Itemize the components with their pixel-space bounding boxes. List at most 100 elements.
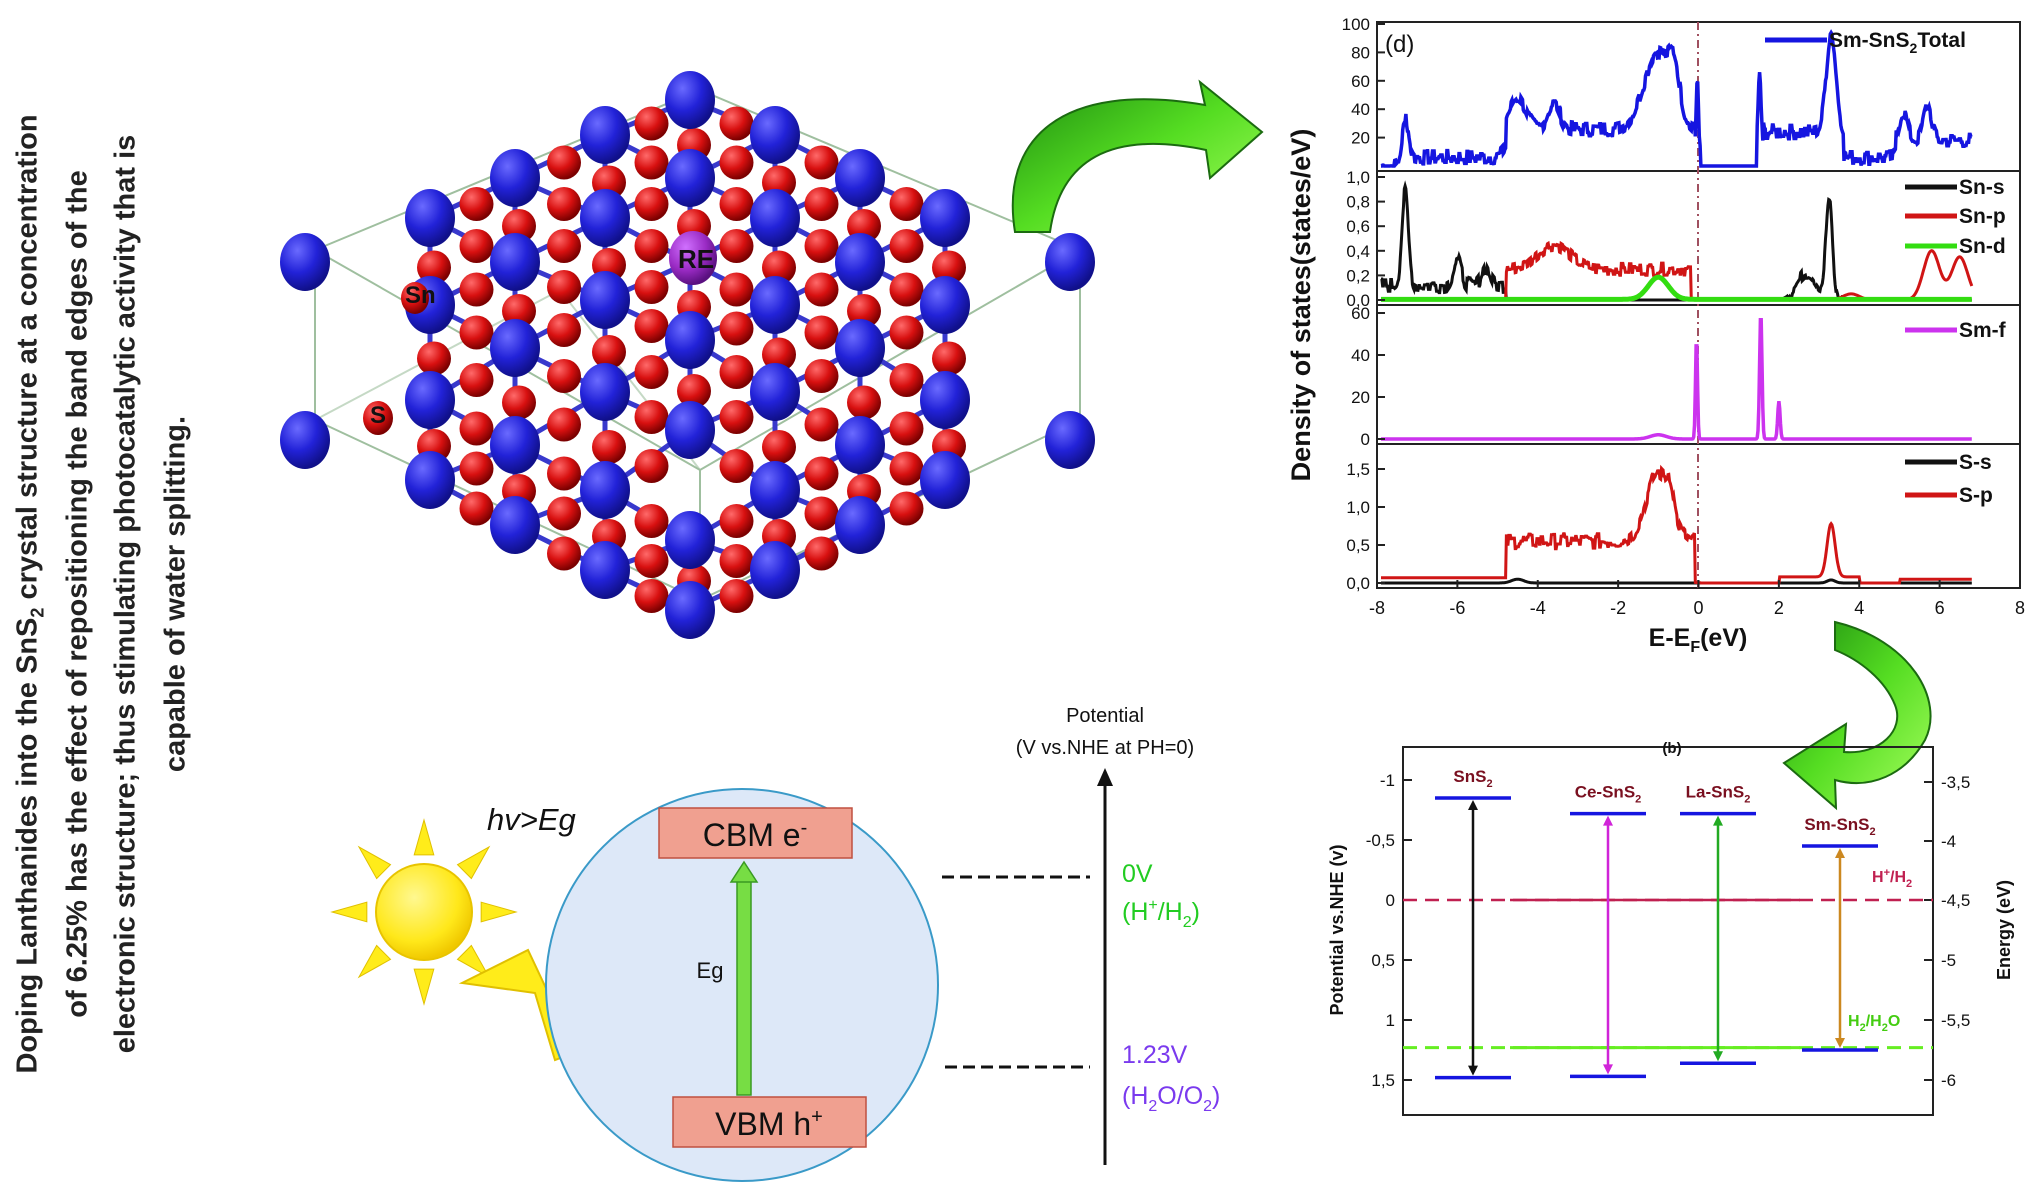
s-atom xyxy=(677,374,711,408)
x-tick-label: -6 xyxy=(1449,598,1465,618)
sun-ray xyxy=(413,968,435,1006)
band-right-tick-label: -4,5 xyxy=(1941,891,1970,910)
sun-ray xyxy=(413,818,435,856)
s-atom xyxy=(459,272,494,307)
crystal-atoms xyxy=(280,71,1095,639)
dos-plot: 100806040201,00,80,60,40,20,060402001,51… xyxy=(1286,15,2025,656)
s-atom xyxy=(889,315,924,350)
s-atom xyxy=(804,456,839,491)
potential-axis-arrowhead xyxy=(1097,768,1113,786)
band-gap-arrowhead-down xyxy=(1835,1038,1845,1048)
s-atom xyxy=(401,282,429,314)
s-atom xyxy=(634,187,669,221)
band-left-tick-label: 1,5 xyxy=(1371,1071,1395,1090)
material-label: Sm-SnS2 xyxy=(1804,815,1875,838)
sn-atom xyxy=(580,106,630,164)
material-label: Ce-SnS2 xyxy=(1575,783,1642,806)
band-y-left-label: Potential vs.NHE (v) xyxy=(1327,844,1347,1015)
s-atom xyxy=(889,363,924,397)
cbm-label: CBM e- xyxy=(703,817,807,853)
sun-ray xyxy=(357,944,392,979)
y-tick-label: 100 xyxy=(1342,15,1370,34)
s-atom xyxy=(719,229,754,263)
x-tick-label: 2 xyxy=(1774,598,1784,618)
dos-curves xyxy=(1380,29,1974,585)
x-tick-label: 0 xyxy=(1693,598,1703,618)
sun-ray xyxy=(357,845,392,880)
band-gap-arrowhead-down xyxy=(1603,1064,1613,1075)
s-atom xyxy=(889,491,924,526)
y-tick-label: 0 xyxy=(1361,430,1370,449)
material-label: La-SnS2 xyxy=(1686,783,1751,806)
legend-label: Sn-d xyxy=(1959,235,2006,258)
band-ticks: -1 -0,5 0 0,5 1 1,5 -3,5 -4 -4,5 -5 -5,5 -6 xyxy=(1366,771,1971,1090)
s-atom xyxy=(634,355,669,389)
band-edge-plot: (b) Potential vs.NHE (v) Energy (eV) -1-… xyxy=(1327,740,2014,1116)
s-atom xyxy=(804,229,839,263)
potential-title: Potential xyxy=(1066,705,1144,727)
sn-atom xyxy=(750,106,800,164)
sn-atom xyxy=(665,401,715,459)
s-atom xyxy=(634,449,669,483)
sn-atom xyxy=(580,363,630,421)
band-right-tick-label: -5,5 xyxy=(1941,1011,1970,1030)
y-tick-label: 80 xyxy=(1351,43,1370,62)
sun-ray xyxy=(456,845,491,880)
legend-label: Sm-f xyxy=(1959,319,2007,342)
potential-subtitle: (V vs.NHE at PH=0) xyxy=(1016,737,1194,759)
sun-ray xyxy=(456,944,491,979)
x-tick-label: 4 xyxy=(1854,598,1864,618)
band-right-tick-label: -5 xyxy=(1941,951,1956,970)
photocatalysis-scheme: CBM e- VBM h+ Eg hv>Eg Potential (V vs.N… xyxy=(330,705,1220,1182)
band-right-tick-label: -4 xyxy=(1941,832,1956,851)
h-line-label: H+/H2 xyxy=(1872,867,1912,890)
sn-atom xyxy=(490,149,540,207)
s-atom xyxy=(719,400,754,434)
y-tick-label: 0,8 xyxy=(1346,193,1370,212)
vbm-label: VBM h+ xyxy=(715,1106,823,1142)
sn-atom xyxy=(490,233,540,291)
s-atom xyxy=(719,187,754,221)
sn-atom xyxy=(750,276,800,334)
y-tick-label: 1,5 xyxy=(1346,460,1370,479)
crystal-structure: Sn S RE xyxy=(280,71,1095,639)
zero-potential-reaction: (H+/H2) xyxy=(1122,897,1200,931)
sn-atom xyxy=(920,189,970,247)
s-atom xyxy=(932,250,966,285)
s-atom xyxy=(719,272,754,307)
eg-arrow-shaft xyxy=(736,879,752,1096)
band-right-tick-label: -3,5 xyxy=(1941,773,1970,792)
s-atom xyxy=(634,309,669,343)
s-atom xyxy=(634,579,669,613)
dos-legends: Sm-SnS2Total Sn-s Sn-p Sn-d Sm-f S-s S-p xyxy=(1765,29,2007,507)
s-atom xyxy=(547,145,581,180)
s-atom xyxy=(719,544,754,578)
dos-curve xyxy=(1381,464,1972,585)
legend-label: Sn-s xyxy=(1959,176,2005,199)
sn-atom xyxy=(920,276,970,334)
x-tick-label: 8 xyxy=(2015,598,2025,618)
sn-atom xyxy=(665,511,715,569)
s-atom xyxy=(889,229,924,263)
s-atom xyxy=(547,229,581,263)
o2-potential-reaction: (H2O/O2) xyxy=(1122,1082,1220,1115)
sn-atom xyxy=(405,451,455,509)
s-atom xyxy=(847,385,881,420)
band-left-tick-label: 0 xyxy=(1386,891,1395,910)
band-gap-arrowhead-up xyxy=(1713,815,1723,826)
s-atom xyxy=(502,385,536,420)
re-label: RE xyxy=(678,244,714,274)
y-tick-label: 60 xyxy=(1351,72,1370,91)
sn-atom xyxy=(835,496,885,554)
sn-atom xyxy=(750,189,800,247)
s-atom xyxy=(547,187,581,221)
s-atom xyxy=(804,145,839,180)
dos-curve xyxy=(1381,318,1972,441)
y-tick-label: 0,6 xyxy=(1346,217,1370,236)
sn-atom xyxy=(835,319,885,377)
s-atom xyxy=(719,579,754,613)
legend-label: S-p xyxy=(1959,484,1993,507)
band-gap-arrowhead-up xyxy=(1603,815,1613,826)
s-atom xyxy=(762,337,796,372)
